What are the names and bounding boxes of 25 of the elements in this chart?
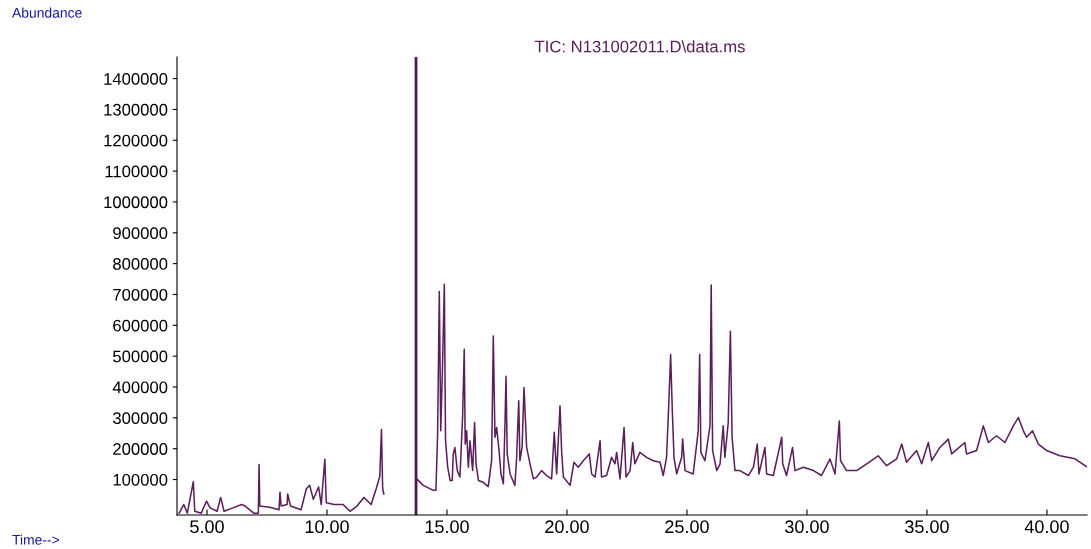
y-tick-label: 200000 (113, 443, 168, 455)
y-tick-label: 1200000 (104, 134, 168, 147)
x-tick-label: 35.00 (905, 520, 949, 534)
y-tick-label: 400000 (112, 381, 168, 394)
y-tick-label: 1300000 (104, 103, 168, 116)
y-tick-label: 700000 (113, 288, 168, 301)
y-tick-label: 100000 (113, 473, 168, 486)
x-tick-label: 15.00 (425, 520, 469, 534)
y-tick-label: 1100000 (105, 165, 168, 178)
chart-title: TIC: N131002011.D\data.ms (534, 40, 745, 53)
y-axis-title: Abundance (12, 7, 82, 18)
x-tick-label: 25.00 (665, 520, 709, 534)
x-axis-title: Time--> (12, 534, 60, 545)
y-tick-label: 500000 (113, 350, 168, 363)
x-tick-label: 10.00 (305, 520, 349, 534)
x-tick-label: 40.00 (1024, 520, 1069, 534)
y-tick-label: 600000 (113, 319, 168, 332)
y-tick-label: 1400000 (104, 72, 168, 85)
y-tick-label: 300000 (113, 412, 168, 425)
y-tick-label: 1000000 (104, 196, 168, 209)
x-tick-label: 20.00 (545, 520, 589, 534)
x-tick-label: 5.00 (190, 520, 224, 534)
x-tick-label: 30.00 (785, 520, 829, 534)
y-tick-label: 900000 (113, 227, 168, 239)
y-tick-label: 800000 (113, 258, 168, 270)
